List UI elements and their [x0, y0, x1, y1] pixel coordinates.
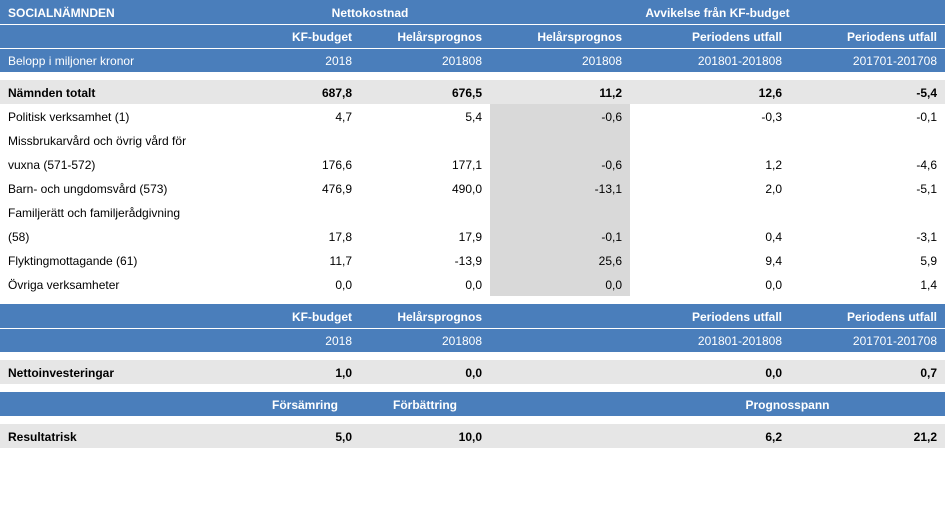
section3-header-cols: Försämring Förbättring Prognosspann	[0, 392, 945, 416]
s2-p0: 2018	[250, 328, 360, 352]
row-label-line1: Missbrukarvård och övrig vård för	[0, 128, 250, 152]
group-nettokostnad: Nettokostnad	[250, 0, 490, 24]
total-v3: 12,6	[630, 80, 790, 104]
row-label: Politisk verksamhet (1)	[0, 104, 250, 128]
table-row: Barn- och ungdomsvård (573) 476,9 490,0 …	[0, 176, 945, 200]
row-label: Barn- och ungdomsvård (573)	[0, 176, 250, 200]
period-2: 201808	[490, 48, 630, 72]
s2-col4: Periodens utfall	[790, 304, 945, 328]
section1-header-periods: Belopp i miljoner kronor 2018 201808 201…	[0, 48, 945, 72]
budget-table: SOCIALNÄMNDEN Nettokostnad Avvikelse frå…	[0, 0, 945, 448]
resultatrisk-row: Resultatrisk 5,0 10,0 6,2 21,2	[0, 424, 945, 448]
s3-col0: Försämring	[250, 392, 360, 416]
row-label-line2: vuxna (571-572)	[0, 152, 250, 176]
total-v1: 676,5	[360, 80, 490, 104]
s2-col1: Helårsprognos	[360, 304, 490, 328]
table-row: Politisk verksamhet (1) 4,7 5,4 -0,6 -0,…	[0, 104, 945, 128]
col-kf-budget: KF-budget	[250, 24, 360, 48]
s2-p3: 201801-201808	[630, 328, 790, 352]
total-v4: -5,4	[790, 80, 945, 104]
period-1: 201808	[360, 48, 490, 72]
total-label: Nämnden totalt	[0, 80, 250, 104]
row-label-line2: (58)	[0, 224, 250, 248]
s3-row-label: Resultatrisk	[0, 424, 250, 448]
s2-row-label: Nettoinvesteringar	[0, 360, 250, 384]
s3-col1: Förbättring	[360, 392, 490, 416]
s2-col3: Periodens utfall	[630, 304, 790, 328]
period-4: 201701-201708	[790, 48, 945, 72]
row-label: Flyktingmottagande (61)	[0, 248, 250, 272]
s2-p1: 201808	[360, 328, 490, 352]
group-avvikelse: Avvikelse från KF-budget	[490, 0, 945, 24]
total-v0: 687,8	[250, 80, 360, 104]
col-periodens-2: Periodens utfall	[790, 24, 945, 48]
total-row: Nämnden totalt 687,8 676,5 11,2 12,6 -5,…	[0, 80, 945, 104]
row-label-line1: Familjerätt och familjerådgivning	[0, 200, 250, 224]
table-row: Övriga verksamheter 0,0 0,0 0,0 0,0 1,4	[0, 272, 945, 296]
table-row: Familjerätt och familjerådgivning	[0, 200, 945, 224]
row-label: Övriga verksamheter	[0, 272, 250, 296]
section2-header-periods: 2018 201808 201801-201808 201701-201708	[0, 328, 945, 352]
s3-col-prognosspann: Prognosspann	[630, 392, 945, 416]
s2-col0: KF-budget	[250, 304, 360, 328]
units-label: Belopp i miljoner kronor	[0, 48, 250, 72]
total-v2: 11,2	[490, 80, 630, 104]
period-0: 2018	[250, 48, 360, 72]
col-periodens-1: Periodens utfall	[630, 24, 790, 48]
table-row: vuxna (571-572) 176,6 177,1 -0,6 1,2 -4,…	[0, 152, 945, 176]
s2-p4: 201701-201708	[790, 328, 945, 352]
period-3: 201801-201808	[630, 48, 790, 72]
nettoinvesteringar-row: Nettoinvesteringar 1,0 0,0 0,0 0,7	[0, 360, 945, 384]
col-helarsprognos-2: Helårsprognos	[490, 24, 630, 48]
table-row: (58) 17,8 17,9 -0,1 0,4 -3,1	[0, 224, 945, 248]
table-row: Flyktingmottagande (61) 11,7 -13,9 25,6 …	[0, 248, 945, 272]
title: SOCIALNÄMNDEN	[0, 0, 250, 24]
section2-header-cols: KF-budget Helårsprognos Periodens utfall…	[0, 304, 945, 328]
section1-header-cols: KF-budget Helårsprognos Helårsprognos Pe…	[0, 24, 945, 48]
section1-header-groups: SOCIALNÄMNDEN Nettokostnad Avvikelse frå…	[0, 0, 945, 24]
table-row: Missbrukarvård och övrig vård för	[0, 128, 945, 152]
col-helarsprognos-1: Helårsprognos	[360, 24, 490, 48]
